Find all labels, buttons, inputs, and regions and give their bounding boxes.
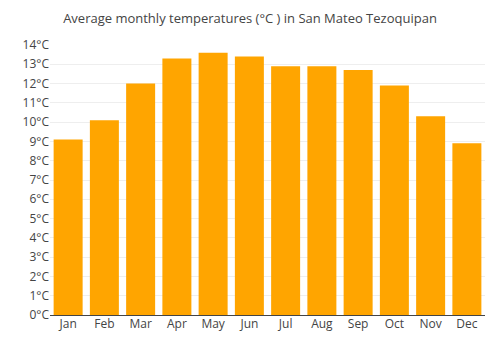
svg-text:0°C: 0°C xyxy=(29,306,49,323)
svg-text:Feb: Feb xyxy=(94,315,114,332)
svg-text:Aug: Aug xyxy=(311,315,333,332)
svg-text:3°C: 3°C xyxy=(29,248,49,265)
svg-text:7°C: 7°C xyxy=(29,171,49,188)
svg-text:Nov: Nov xyxy=(420,315,442,332)
svg-text:2°C: 2°C xyxy=(29,268,49,285)
svg-text:Sep: Sep xyxy=(348,315,369,332)
svg-text:13°C: 13°C xyxy=(23,55,50,72)
svg-text:Jul: Jul xyxy=(278,315,293,332)
svg-text:6°C: 6°C xyxy=(29,190,49,207)
svg-text:9°C: 9°C xyxy=(29,133,49,150)
svg-text:10°C: 10°C xyxy=(23,113,50,130)
svg-text:Jun: Jun xyxy=(239,315,258,332)
svg-text:11°C: 11°C xyxy=(23,94,50,111)
svg-text:12°C: 12°C xyxy=(23,75,50,92)
svg-text:Mar: Mar xyxy=(129,315,151,332)
svg-text:May: May xyxy=(201,315,225,332)
svg-text:4°C: 4°C xyxy=(29,229,49,246)
svg-text:14°C: 14°C xyxy=(23,36,50,53)
svg-text:8°C: 8°C xyxy=(29,152,49,169)
svg-text:Average monthly temperatures (: Average monthly temperatures (°C ) in Sa… xyxy=(63,9,437,27)
svg-text:1°C: 1°C xyxy=(29,287,49,304)
svg-text:Jan: Jan xyxy=(59,315,77,332)
svg-text:Oct: Oct xyxy=(385,315,404,332)
svg-text:Dec: Dec xyxy=(456,315,477,332)
svg-text:5°C: 5°C xyxy=(29,210,49,227)
svg-text:Apr: Apr xyxy=(167,315,187,332)
